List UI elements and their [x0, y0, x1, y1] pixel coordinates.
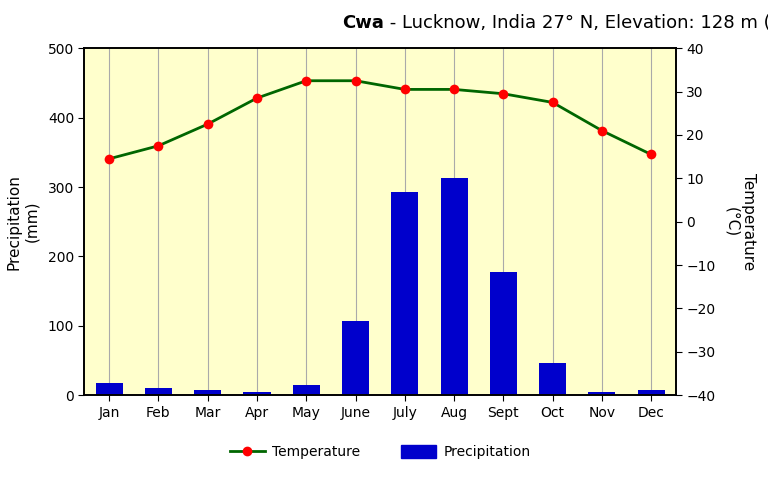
Legend: Temperature, Precipitation: Temperature, Precipitation [224, 440, 536, 465]
Bar [243, 392, 270, 395]
Bar [490, 272, 517, 395]
Y-axis label: Temperature
(°C): Temperature (°C) [723, 173, 756, 270]
Bar [342, 321, 369, 395]
Bar [539, 363, 566, 395]
Bar [588, 392, 615, 395]
Bar [145, 388, 172, 395]
Text: - Lucknow, India 27° N, Elevation: 128 m (420 ft): - Lucknow, India 27° N, Elevation: 128 m… [384, 14, 768, 32]
Bar [95, 383, 123, 395]
Bar [637, 390, 665, 395]
Bar [391, 192, 419, 395]
Bar [441, 178, 468, 395]
Text: Cwa: Cwa [342, 14, 384, 32]
Bar [293, 385, 319, 395]
Bar [194, 390, 221, 395]
Y-axis label: Precipitation
(mm): Precipitation (mm) [7, 174, 39, 269]
